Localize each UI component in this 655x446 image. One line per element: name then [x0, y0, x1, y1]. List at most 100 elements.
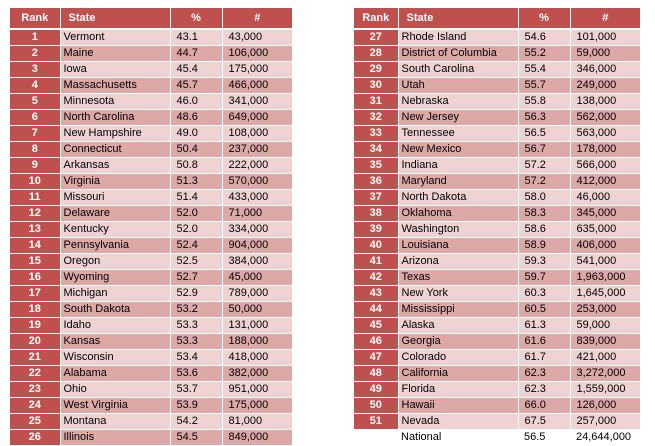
count-cell: 3,272,000	[570, 365, 640, 382]
state-cell: South Carolina	[398, 61, 519, 78]
rank-cell: 21	[10, 349, 61, 366]
state-cell: Rhode Island	[398, 29, 519, 46]
percent-cell: 53.7	[170, 381, 223, 398]
percent-cell: 60.3	[518, 285, 571, 302]
percent-cell: 61.6	[518, 333, 571, 350]
percent-cell: 52.5	[170, 253, 223, 270]
rank-cell: 40	[354, 237, 399, 254]
percent-cell: 52.7	[170, 269, 223, 286]
table-row: 50 Hawaii 66.0 126,000	[354, 397, 640, 414]
rank-cell: 11	[10, 189, 61, 206]
percent-cell: 53.2	[170, 301, 223, 318]
rank-cell: 12	[10, 205, 61, 222]
state-cell: California	[398, 365, 519, 382]
state-cell: Montana	[60, 413, 171, 430]
table-row: 36 Maryland 57.2 412,000	[354, 173, 640, 190]
table-row: 1 Vermont 43.1 43,000	[10, 29, 292, 46]
count-cell: 253,000	[570, 301, 640, 318]
count-cell: 71,000	[222, 205, 292, 222]
count-cell: 334,000	[222, 221, 292, 238]
rank-cell: 35	[354, 157, 399, 174]
rank-cell: 20	[10, 333, 61, 350]
percent-cell: 59.7	[518, 269, 571, 286]
state-cell: Michigan	[60, 285, 171, 302]
table-row: 10 Virginia 51.3 570,000	[10, 173, 292, 190]
rank-cell: 9	[10, 157, 61, 174]
table-row: 37 North Dakota 58.0 46,000	[354, 189, 640, 206]
table-row: 33 Tennessee 56.5 563,000	[354, 125, 640, 142]
percent-cell: 56.5	[518, 125, 571, 142]
table-row: 15 Oregon 52.5 384,000	[10, 253, 292, 270]
state-cell: Nevada	[398, 413, 519, 430]
table-row: 25 Montana 54.2 81,000	[10, 413, 292, 430]
header-count: #	[222, 8, 292, 30]
table-row: 40 Louisiana 58.9 406,000	[354, 237, 640, 254]
header-percent: %	[170, 8, 223, 30]
rank-cell: 44	[354, 301, 399, 318]
ranking-table-left: Rank State % # 1 Vermont 43.1 43,000 2 Maine 4…	[10, 8, 292, 446]
percent-cell: 58.0	[518, 189, 571, 206]
count-cell: 789,000	[222, 285, 292, 302]
count-cell: 175,000	[222, 61, 292, 78]
rank-cell: 46	[354, 333, 399, 350]
table-row: 38 Oklahoma 58.3 345,000	[354, 205, 640, 222]
state-cell: Washington	[398, 221, 519, 238]
percent-cell: 52.0	[170, 221, 223, 238]
table-row: 11 Missouri 51.4 433,000	[10, 189, 292, 206]
percent-cell: 66.0	[518, 397, 571, 414]
table-row: 19 Idaho 53.3 131,000	[10, 317, 292, 334]
count-cell: 126,000	[570, 397, 640, 414]
count-cell: 175,000	[222, 397, 292, 414]
percent-cell: 58.9	[518, 237, 571, 254]
table-row: 5 Minnesota 46.0 341,000	[10, 93, 292, 110]
rank-cell: 14	[10, 237, 61, 254]
table-row: 14 Pennsylvania 52.4 904,000	[10, 237, 292, 254]
rank-cell: 23	[10, 381, 61, 398]
rank-cell: 2	[10, 45, 61, 62]
rank-cell: 48	[354, 365, 399, 382]
table-row: 12 Delaware 52.0 71,000	[10, 205, 292, 222]
percent-cell: 57.2	[518, 173, 571, 190]
count-cell: 384,000	[222, 253, 292, 270]
state-cell: New Jersey	[398, 109, 519, 126]
table-row: 7 New Hampshire 49.0 108,000	[10, 125, 292, 142]
percent-cell: 53.6	[170, 365, 223, 382]
table-row: 3 Iowa 45.4 175,000	[10, 61, 292, 78]
count-cell: 570,000	[222, 173, 292, 190]
rank-cell: 37	[354, 189, 399, 206]
table-row: 6 North Carolina 48.6 649,000	[10, 109, 292, 126]
count-cell: 188,000	[222, 333, 292, 350]
table-row: 29 South Carolina 55.4 346,000	[354, 61, 640, 78]
state-cell: Colorado	[398, 349, 519, 366]
percent-cell: 52.4	[170, 237, 223, 254]
percent-cell: 51.3	[170, 173, 223, 190]
count-cell: 59,000	[570, 317, 640, 334]
table-row: 27 Rhode Island 54.6 101,000	[354, 29, 640, 46]
rank-cell: 13	[10, 221, 61, 238]
state-cell: Maine	[60, 45, 171, 62]
count-cell: 50,000	[222, 301, 292, 318]
state-cell: Iowa	[60, 61, 171, 78]
state-cell: Kentucky	[60, 221, 171, 238]
table-row: 32 New Jersey 56.3 562,000	[354, 109, 640, 126]
state-cell: New York	[398, 285, 519, 302]
count-cell: 951,000	[222, 381, 292, 398]
count-cell: 412,000	[570, 173, 640, 190]
count-cell: 466,000	[222, 77, 292, 94]
state-cell: Delaware	[60, 205, 171, 222]
rank-cell: 39	[354, 221, 399, 238]
table-row: 34 New Mexico 56.7 178,000	[354, 141, 640, 158]
percent-cell: 44.7	[170, 45, 223, 62]
state-cell: West Virginia	[60, 397, 171, 414]
state-cell: North Carolina	[60, 109, 171, 126]
rank-cell: 33	[354, 125, 399, 142]
percent-cell: 53.3	[170, 317, 223, 334]
table-row: 17 Michigan 52.9 789,000	[10, 285, 292, 302]
percent-cell: 58.3	[518, 205, 571, 222]
state-cell: Texas	[398, 269, 519, 286]
state-cell: Maryland	[398, 173, 519, 190]
rank-cell: 47	[354, 349, 399, 366]
percent-cell: 53.9	[170, 397, 223, 414]
table-row: 21 Wisconsin 53.4 418,000	[10, 349, 292, 366]
percent-cell: 43.1	[170, 29, 223, 46]
